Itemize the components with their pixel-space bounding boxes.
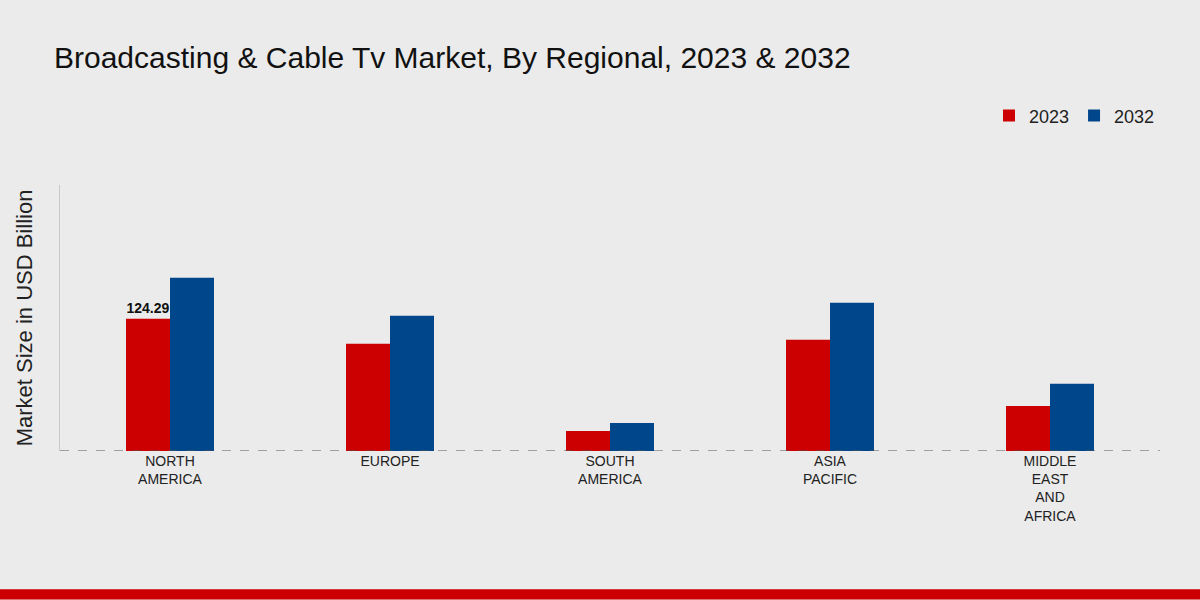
svg-text:NORTHAMERICA: NORTHAMERICA	[138, 453, 202, 487]
svg-text:124.29: 124.29	[126, 300, 169, 316]
svg-text:2023: 2023	[1029, 107, 1069, 127]
svg-text:Market Size in USD Billion: Market Size in USD Billion	[12, 190, 37, 447]
svg-text:EUROPE: EUROPE	[360, 453, 419, 469]
svg-text:ASIAPACIFIC: ASIAPACIFIC	[803, 453, 857, 487]
svg-text:SOUTHAMERICA: SOUTHAMERICA	[578, 453, 642, 487]
svg-text:Broadcasting & Cable Tv Market: Broadcasting & Cable Tv Market, By Regio…	[54, 41, 851, 74]
svg-text:2032: 2032	[1114, 107, 1154, 127]
svg-text:MIDDLEEASTANDAFRICA: MIDDLEEASTANDAFRICA	[1024, 453, 1077, 524]
